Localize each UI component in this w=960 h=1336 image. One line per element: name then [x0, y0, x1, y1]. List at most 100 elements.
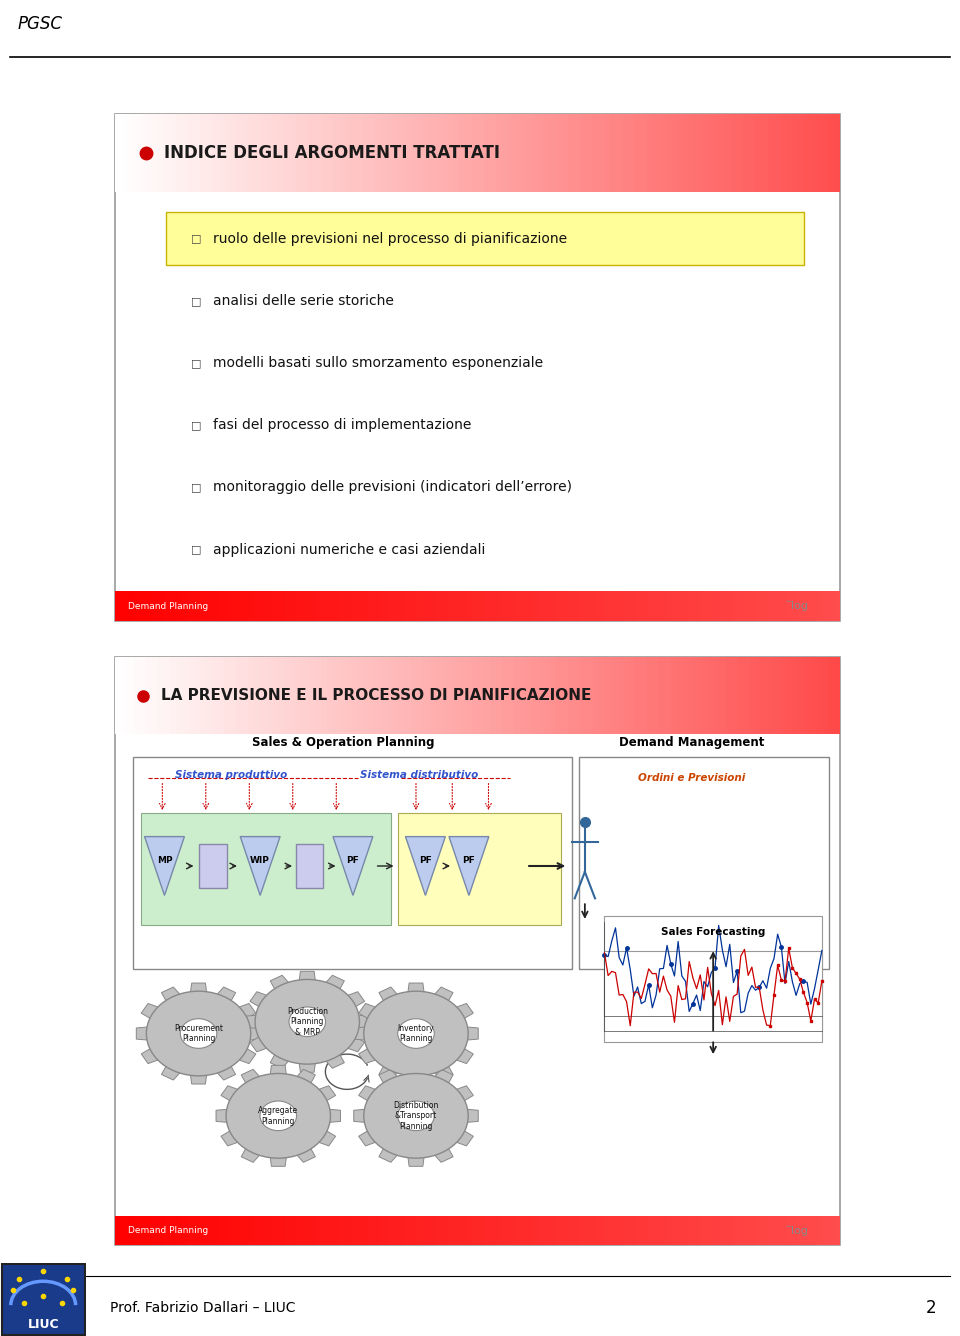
- Bar: [423, 591, 429, 621]
- Bar: [224, 114, 230, 192]
- Bar: [163, 657, 170, 733]
- Bar: [792, 657, 798, 733]
- Bar: [695, 657, 701, 733]
- Bar: [580, 114, 587, 192]
- Bar: [212, 1216, 218, 1245]
- Bar: [200, 114, 205, 192]
- Polygon shape: [432, 1145, 453, 1162]
- Bar: [447, 1216, 453, 1245]
- Bar: [780, 591, 785, 621]
- Bar: [756, 591, 761, 621]
- Bar: [284, 114, 290, 192]
- Bar: [708, 657, 713, 733]
- Bar: [574, 1216, 580, 1245]
- Bar: [423, 657, 429, 733]
- Bar: [453, 657, 460, 733]
- Text: PGSC: PGSC: [17, 15, 62, 33]
- Bar: [538, 591, 544, 621]
- Bar: [139, 1216, 145, 1245]
- Bar: [170, 591, 176, 621]
- Bar: [508, 591, 514, 621]
- Bar: [520, 657, 526, 733]
- Bar: [683, 657, 689, 733]
- Bar: [665, 114, 671, 192]
- Bar: [453, 1216, 460, 1245]
- Bar: [466, 114, 471, 192]
- Polygon shape: [452, 1086, 473, 1104]
- Bar: [732, 114, 737, 192]
- Bar: [332, 657, 339, 733]
- Bar: [284, 657, 290, 733]
- Bar: [350, 1216, 357, 1245]
- Bar: [363, 114, 369, 192]
- Bar: [145, 657, 152, 733]
- Polygon shape: [141, 1003, 163, 1021]
- Bar: [266, 114, 273, 192]
- Bar: [822, 114, 828, 192]
- Bar: [145, 114, 152, 192]
- Bar: [477, 657, 484, 733]
- Bar: [725, 1216, 732, 1245]
- Bar: [284, 591, 290, 621]
- Polygon shape: [452, 1129, 473, 1146]
- Polygon shape: [379, 1062, 400, 1079]
- Bar: [563, 591, 568, 621]
- Bar: [194, 1216, 200, 1245]
- Bar: [423, 114, 429, 192]
- Bar: [592, 657, 598, 733]
- Polygon shape: [270, 1065, 287, 1078]
- Circle shape: [397, 1101, 434, 1130]
- Bar: [761, 1216, 768, 1245]
- Bar: [236, 591, 242, 621]
- Bar: [471, 114, 477, 192]
- Bar: [163, 591, 170, 621]
- Bar: [188, 1216, 194, 1245]
- Bar: [381, 657, 387, 733]
- Polygon shape: [299, 971, 316, 985]
- Bar: [326, 1216, 333, 1245]
- Bar: [297, 114, 302, 192]
- Bar: [290, 1216, 297, 1245]
- Bar: [387, 114, 393, 192]
- Bar: [273, 657, 278, 733]
- FancyBboxPatch shape: [200, 844, 227, 888]
- Bar: [708, 1216, 713, 1245]
- Bar: [514, 657, 520, 733]
- Bar: [411, 114, 418, 192]
- Bar: [611, 591, 616, 621]
- Bar: [611, 114, 616, 192]
- Bar: [785, 591, 792, 621]
- Bar: [580, 591, 587, 621]
- Bar: [798, 1216, 804, 1245]
- Bar: [587, 591, 592, 621]
- Bar: [725, 114, 732, 192]
- Circle shape: [146, 991, 251, 1075]
- Bar: [315, 591, 321, 621]
- Bar: [532, 591, 538, 621]
- Bar: [616, 591, 622, 621]
- Polygon shape: [323, 1050, 345, 1069]
- Polygon shape: [214, 1062, 235, 1079]
- Text: Demand Management: Demand Management: [619, 736, 764, 749]
- Polygon shape: [270, 975, 292, 993]
- Bar: [785, 114, 792, 192]
- Circle shape: [364, 1074, 468, 1158]
- Bar: [834, 657, 840, 733]
- Bar: [671, 591, 677, 621]
- Bar: [278, 1216, 284, 1245]
- Polygon shape: [324, 1109, 341, 1122]
- Bar: [477, 1216, 484, 1245]
- Bar: [665, 657, 671, 733]
- Bar: [399, 657, 405, 733]
- Polygon shape: [432, 987, 453, 1005]
- Polygon shape: [379, 1145, 400, 1162]
- Polygon shape: [161, 987, 182, 1005]
- Bar: [701, 1216, 708, 1245]
- Bar: [363, 591, 369, 621]
- Bar: [701, 114, 708, 192]
- Bar: [665, 591, 671, 621]
- Bar: [761, 657, 768, 733]
- Bar: [550, 1216, 556, 1245]
- Bar: [170, 114, 176, 192]
- Bar: [622, 114, 629, 192]
